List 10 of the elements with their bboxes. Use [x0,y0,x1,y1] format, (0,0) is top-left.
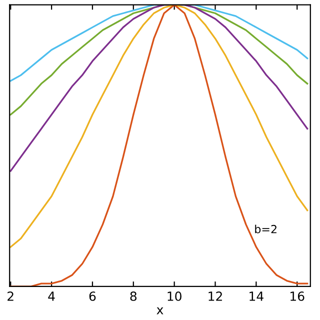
x-tick-label: 10 [168,291,182,301]
x-tick-label: 8 [130,291,137,301]
x-tick-label: 16 [290,291,304,301]
x-tick-label: 2 [8,291,14,301]
x-tick-label: 12 [208,291,222,301]
x-axis-title: x [156,307,164,314]
x-tick-label: 4 [48,292,55,301]
x-tick-label: 6 [89,291,96,301]
annotation: b=2 [255,224,276,234]
x-tick-label: 14 [250,292,264,301]
